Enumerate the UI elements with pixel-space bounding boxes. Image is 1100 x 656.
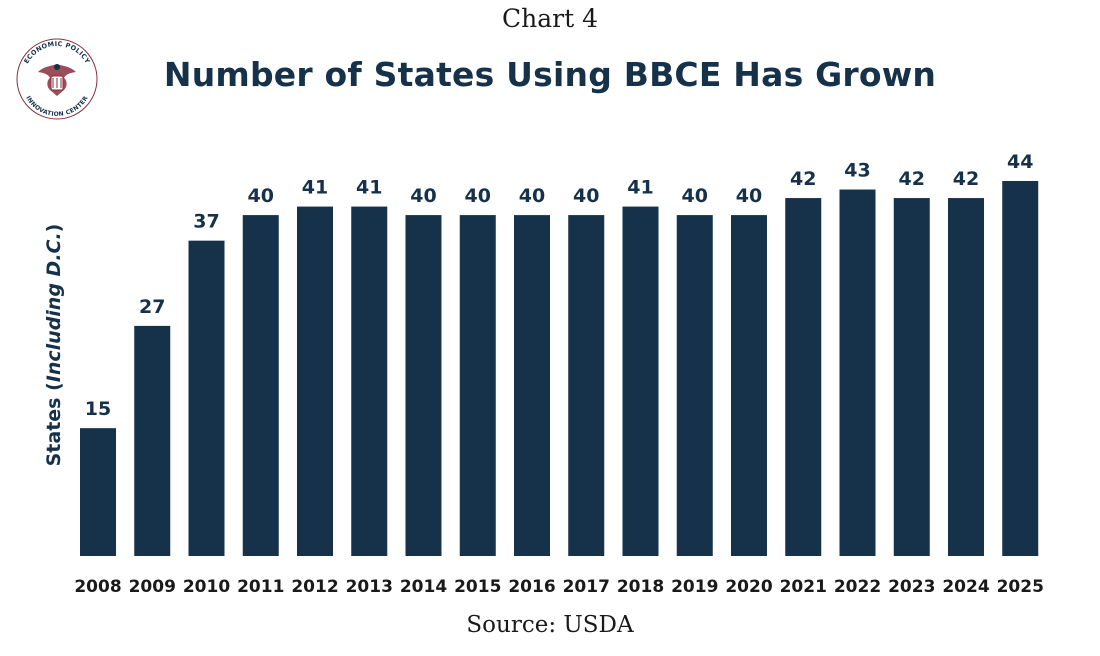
- value-label-2022: 43: [844, 160, 870, 182]
- y-axis-label: States (Including D.C.): [43, 224, 65, 467]
- bar-2024: [948, 198, 984, 556]
- bar-2013: [351, 206, 388, 556]
- x-tick-label-2011: 2011: [237, 577, 284, 597]
- value-label-2013: 41: [356, 177, 382, 199]
- x-tick-label-2018: 2018: [617, 577, 664, 597]
- bar-2014: [405, 215, 442, 556]
- bars-group: [80, 181, 1039, 557]
- x-tick-label-2025: 2025: [997, 577, 1044, 597]
- value-label-2012: 41: [302, 177, 328, 199]
- value-label-2021: 42: [790, 168, 816, 190]
- economic-policy-innovation-center-logo: ECONOMIC POLICY INNOVATION CENTER: [16, 38, 98, 120]
- bar-2023: [893, 198, 930, 556]
- x-tick-label-2015: 2015: [454, 577, 501, 597]
- value-label-2009: 27: [139, 296, 165, 318]
- y-axis-label-plain: States (: [43, 382, 65, 466]
- value-label-2015: 40: [465, 185, 491, 207]
- bar-2020: [731, 215, 767, 556]
- x-tick-labels-group: 2008 2009 2010 2011 2012 2013 2014 2015 2016 2017…: [74, 577, 1044, 597]
- value-label-2018: 41: [627, 177, 653, 199]
- x-tick-label-2022: 2022: [834, 577, 881, 597]
- eagle-icon: [38, 64, 76, 96]
- x-tick-label-2013: 2013: [346, 577, 393, 597]
- x-tick-label-2008: 2008: [74, 577, 121, 597]
- value-label-2024: 42: [953, 168, 979, 190]
- bar-2016: [514, 215, 550, 556]
- value-label-2019: 40: [682, 185, 708, 207]
- bar-2017: [568, 215, 605, 556]
- value-label-2017: 40: [573, 185, 599, 207]
- bar-2012: [297, 206, 333, 556]
- bar-2009: [134, 325, 171, 556]
- bar-2022: [839, 189, 876, 557]
- x-tick-label-2017: 2017: [563, 577, 610, 597]
- value-label-2023: 42: [899, 168, 925, 190]
- x-tick-label-2010: 2010: [183, 577, 230, 597]
- bar-2018: [622, 206, 659, 556]
- x-tick-label-2016: 2016: [508, 577, 555, 597]
- x-tick-label-2021: 2021: [780, 577, 827, 597]
- y-axis-label-italic: Including D.C.: [43, 232, 65, 382]
- value-label-2020: 40: [736, 185, 762, 207]
- value-label-2025: 44: [1007, 151, 1033, 173]
- bar-2025: [1002, 181, 1039, 556]
- x-tick-label-2024: 2024: [942, 577, 989, 597]
- value-labels-group: 15 27 37 40 41 41 40 40 40 40 41 40 40 42 43 42 42 44: [85, 151, 1034, 420]
- value-label-2014: 40: [410, 185, 436, 207]
- bar-2010: [188, 240, 225, 556]
- value-label-2011: 40: [248, 185, 274, 207]
- value-label-2008: 15: [85, 398, 111, 420]
- value-label-2016: 40: [519, 185, 545, 207]
- bar-2015: [459, 215, 496, 556]
- x-tick-label-2012: 2012: [291, 577, 338, 597]
- x-tick-label-2019: 2019: [671, 577, 718, 597]
- bar-2019: [676, 215, 713, 556]
- source-note: Source: USDA: [466, 612, 634, 638]
- x-tick-label-2023: 2023: [888, 577, 935, 597]
- x-tick-label-2009: 2009: [129, 577, 176, 597]
- chart-label: Chart 4: [502, 4, 598, 33]
- value-label-2010: 37: [193, 211, 219, 233]
- x-tick-label-2020: 2020: [725, 577, 772, 597]
- bar-2021: [785, 198, 822, 556]
- y-axis-label-close: ): [43, 224, 65, 233]
- bar-2008: [80, 428, 116, 556]
- x-tick-label-2014: 2014: [400, 577, 447, 597]
- bar-2011: [242, 215, 279, 556]
- chart-title: Number of States Using BBCE Has Grown: [163, 55, 937, 94]
